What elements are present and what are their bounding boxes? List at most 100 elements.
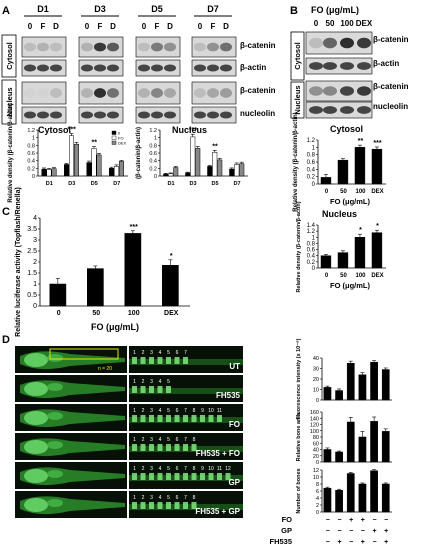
vertebra bbox=[149, 357, 154, 364]
vertebra bbox=[174, 357, 180, 364]
y-axis-label: Number of bones bbox=[296, 468, 302, 513]
x-tick-label: 100 bbox=[355, 189, 366, 195]
bar bbox=[96, 154, 102, 177]
western-blot-band bbox=[94, 111, 106, 119]
vertebra bbox=[191, 473, 197, 480]
vertebra bbox=[166, 444, 171, 451]
vertebra bbox=[225, 473, 231, 480]
zebrafish-image bbox=[15, 491, 127, 518]
vertebra-number: 9 bbox=[201, 466, 204, 472]
western-blot-band bbox=[151, 111, 163, 119]
bar bbox=[195, 148, 201, 177]
western-blot-band bbox=[164, 88, 176, 98]
vertebra bbox=[157, 444, 163, 451]
y-tick-label: 0.6 bbox=[307, 248, 316, 254]
zebrafish-image: 1 2 3 4 5 6 7 UT bbox=[129, 346, 243, 373]
x-tick-label: 50 bbox=[92, 310, 100, 317]
x-tick-label: D3 bbox=[68, 181, 75, 187]
bar bbox=[381, 483, 390, 513]
panel-b-western-blot: FO (μg/mL) 0 50 100 DEX Cytosol Nucleus β-c… bbox=[290, 5, 409, 119]
vertebra-number: 1 bbox=[133, 437, 136, 443]
y-tick-label: 0.6 bbox=[307, 160, 316, 166]
x-tick-label: 50 bbox=[340, 273, 347, 279]
y-tick-label: 0.2 bbox=[307, 260, 316, 266]
y-axis-label: Relative bone area bbox=[296, 412, 302, 462]
y-tick-label: 0.4 bbox=[307, 167, 316, 173]
zebrafish-image: 1 2 3 4 5 6 7 8 FH535 + GP bbox=[129, 491, 243, 518]
western-blot-band bbox=[151, 42, 163, 52]
vertebra-number: 8 bbox=[193, 408, 196, 414]
y-tick-label: 0.6 bbox=[149, 151, 157, 157]
chart-a-nucleus: 0 0.20.4 0.6 0.81 1.2 Nucleus (β-catenin/β-act… bbox=[136, 125, 248, 187]
bar bbox=[86, 162, 92, 177]
bar bbox=[370, 470, 378, 513]
row-label-cytosol-b: Cytosol bbox=[293, 42, 302, 70]
lane-label-b: 50 bbox=[326, 19, 335, 28]
y-tick-label: 1.2 bbox=[307, 138, 316, 144]
western-blot-band bbox=[357, 106, 371, 114]
western-blot-band bbox=[138, 64, 150, 72]
condition-mark: − bbox=[361, 528, 365, 535]
y-tick-label: 1.2 bbox=[27, 128, 35, 134]
y-tick-label: 1 bbox=[32, 136, 35, 142]
vertebra bbox=[140, 386, 146, 393]
lane-label: 0 bbox=[85, 22, 90, 31]
lane-label: 0 bbox=[28, 22, 33, 31]
bar bbox=[114, 166, 119, 177]
gp-row-label: GP bbox=[281, 526, 292, 535]
significance-mark: *** bbox=[68, 126, 76, 133]
bar bbox=[320, 177, 332, 185]
vertebra bbox=[149, 386, 154, 393]
y-tick-label: 0 bbox=[316, 510, 319, 516]
y-tick-label: 0 bbox=[316, 460, 319, 466]
vertebra-number: 10 bbox=[208, 466, 214, 472]
western-blot-band bbox=[164, 111, 176, 119]
x-tick-label: D5 bbox=[91, 181, 98, 187]
vertebra bbox=[157, 473, 163, 480]
condition-mark: + bbox=[349, 517, 353, 524]
band-label-beta-catenin-nuc: β-catenin bbox=[240, 86, 276, 95]
y-tick-label: 1.2 bbox=[307, 229, 316, 235]
vertebra-number: 6 bbox=[176, 495, 179, 501]
bar bbox=[124, 233, 142, 307]
vertebra-number: 2 bbox=[142, 466, 145, 472]
chart-title: Cytosol bbox=[330, 124, 363, 134]
band-label-b-beta-actin: β-actin bbox=[373, 59, 399, 68]
y-axis-label: Fluorescence intensity (x 10⁻⁶) bbox=[296, 338, 302, 419]
x-axis-label: FO (μg/mL) bbox=[330, 281, 371, 290]
vertebra bbox=[157, 502, 163, 509]
bar bbox=[185, 172, 191, 177]
condition-table: FO GP FH535 − − + + − −− − − − + +− + − + − + bbox=[269, 515, 388, 546]
significance-mark: * bbox=[170, 253, 173, 260]
bar bbox=[346, 421, 355, 463]
vertebra bbox=[132, 357, 137, 364]
x-tick-label: D1 bbox=[46, 181, 53, 187]
chart-d-fluorescence: 0 10 20 30 40 Fluorescence intensity (x 10⁻⁶) bbox=[296, 338, 392, 419]
y-tick-label: 4 bbox=[316, 496, 319, 502]
vertebra bbox=[140, 473, 146, 480]
vertebra bbox=[132, 415, 137, 422]
western-blot-band bbox=[81, 111, 93, 119]
y-axis-label: Relative density (β-catenin/β-actin) bbox=[8, 103, 14, 202]
western-blot-band bbox=[138, 111, 150, 119]
vertebra bbox=[174, 473, 180, 480]
western-blot-band bbox=[24, 42, 36, 52]
condition-mark: − bbox=[326, 539, 330, 546]
y-tick-label: 1 bbox=[154, 136, 157, 142]
vertebra bbox=[140, 444, 146, 451]
condition-mark: + bbox=[384, 528, 388, 535]
vertebra bbox=[183, 502, 188, 509]
western-blot-band bbox=[194, 111, 206, 119]
western-blot-band bbox=[94, 64, 106, 72]
y-tick-label: 140 bbox=[310, 416, 319, 422]
y-tick-label: 3 bbox=[33, 237, 37, 244]
vertebra-number: 9 bbox=[201, 408, 204, 414]
bar bbox=[354, 237, 366, 269]
bar bbox=[335, 490, 343, 513]
western-blot-band bbox=[323, 106, 337, 114]
y-tick-label: 1.2 bbox=[149, 128, 157, 134]
vertebra-number: 3 bbox=[150, 408, 153, 414]
